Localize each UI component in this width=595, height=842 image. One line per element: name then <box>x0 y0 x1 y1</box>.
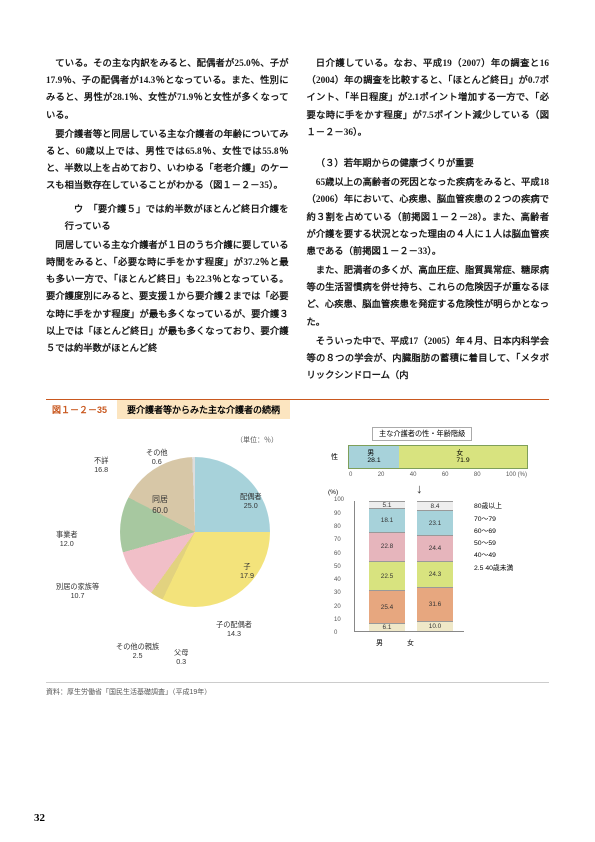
para: ている。その主な内訳をみると、配偶者が25.0％、子が17.9％、子の配偶者が1… <box>46 56 289 125</box>
vbar-ylabel: (%) <box>328 489 338 496</box>
bar-title: 主な介護者の性・年齢階級 <box>372 427 472 441</box>
vbar-columns: 6.125.422.522.818.15.1 10.031.624.324.423… <box>354 501 464 632</box>
vbar-yaxis: 1009080706050403020100 <box>334 497 344 636</box>
hbar-axis: 020406080100 (%) <box>349 472 527 478</box>
subheading: ウ 「要介護５」では約半数がほとんど終日介護を行っている <box>46 202 289 236</box>
figure-label: 図１－２－35 <box>46 400 117 419</box>
vbar-segment: 22.8 <box>369 532 405 562</box>
pie-slice-label: 配偶者25.0 <box>240 493 262 510</box>
page-number: 32 <box>34 812 45 824</box>
vbar-segment: 31.6 <box>417 587 453 621</box>
vbar-segment: 8.4 <box>417 501 453 510</box>
vbar-segment: 22.5 <box>369 561 405 590</box>
para: 65歳以上の高齢者の死因となった疾病をみると、平成18（2006）年において、心… <box>307 175 550 261</box>
hbar-row-label: 性 <box>331 452 338 462</box>
left-column: ている。その主な内訳をみると、配偶者が25.0％、子が17.9％、子の配偶者が1… <box>46 56 289 387</box>
legend-item: 60～69 <box>474 526 513 538</box>
pie-slice-label: その他の親族2.5 <box>116 643 159 660</box>
pie-slice-label: 別居の家族等10.7 <box>56 583 99 600</box>
legend-item: 70～79 <box>474 514 513 526</box>
bar-charts: 主な介護者の性・年齢階級 性 男28.1 女71.9 020406080100 … <box>324 423 545 674</box>
hbar-female: 女71.9 <box>399 446 527 468</box>
vbar-segment: 10.0 <box>417 621 453 632</box>
vbar-segment: 18.1 <box>369 508 405 532</box>
vbar-legend: 80歳以上70～7960～6950～5940～492.5 40歳未満 <box>474 501 513 574</box>
pie-slice-label: 事業者12.0 <box>56 531 78 548</box>
legend-item: 80歳以上 <box>474 501 513 513</box>
pie-center-text: 同居 <box>132 495 188 505</box>
pie-center-label: 同居 60.0 <box>132 495 188 551</box>
legend-item: 50～59 <box>474 538 513 550</box>
vbar-segment: 24.3 <box>417 561 453 587</box>
pie-slice-label: その他0.6 <box>146 449 168 466</box>
figure-source: 資料：厚生労働省「国民生活基礎調査」（平成19年） <box>46 687 549 697</box>
gender-hbar: 性 男28.1 女71.9 020406080100 (%) <box>348 445 528 469</box>
arrow-down-icon: ↓ <box>416 481 423 496</box>
figure-title: 要介護者等からみた主な介護者の続柄 <box>117 400 290 419</box>
vbar-segment: 5.1 <box>369 501 405 508</box>
pie-slice-label: 子の配偶者14.3 <box>216 621 252 638</box>
legend-item: 2.5 40歳未満 <box>474 563 513 575</box>
para: そういった中で、平成17（2005）年４月、日本内科学会等の８つの学会が、内臓脂… <box>307 334 550 386</box>
figure-1-2-35: 図１－２－35 要介護者等からみた主な介護者の続柄 （単位：％） 配偶者25.0… <box>46 399 549 697</box>
pie-center-value: 60.0 <box>132 506 188 516</box>
pie-slice-label: 父母0.3 <box>174 649 188 666</box>
vbar-segment: 23.1 <box>417 510 453 535</box>
para: 同居している主な介護者が１日のうち介護に要している時間をみると、「必要な時に手を… <box>46 238 289 358</box>
para: 要介護者等と同居している主な介護者の年齢についてみると、60歳以上では、男性では… <box>46 127 289 196</box>
pie-slice-label: 不詳16.8 <box>94 457 108 474</box>
vbar-segment: 6.1 <box>369 623 405 631</box>
para: また、肥満者の多くが、高血圧症、脂質異常症、糖尿病等の生活習慣病を併せ持ち、これ… <box>307 263 550 332</box>
hbar-male: 男28.1 <box>349 446 399 468</box>
vbar-xlabels: 男女 <box>376 638 414 648</box>
pie-slice-label: 子17.9 <box>240 563 254 580</box>
age-stacked-bar: (%) 1009080706050403020100 6.125.422.522… <box>354 501 534 646</box>
para: 日介護している。なお、平成19（2007）年の調査と16（2004）年の調査を比… <box>307 56 550 142</box>
right-column: 日介護している。なお、平成19（2007）年の調査と16（2004）年の調査を比… <box>307 56 550 387</box>
pie-chart: （単位：％） 配偶者25.0 子17.9 子の配偶者14.3 父母0.3 その他の親族2… <box>52 435 312 665</box>
heading: （３）若年期からの健康づくりが重要 <box>307 156 550 173</box>
vbar-segment: 24.4 <box>417 535 453 561</box>
legend-item: 40～49 <box>474 550 513 562</box>
pie-unit: （単位：％） <box>236 435 278 445</box>
vbar-segment: 25.4 <box>369 590 405 623</box>
